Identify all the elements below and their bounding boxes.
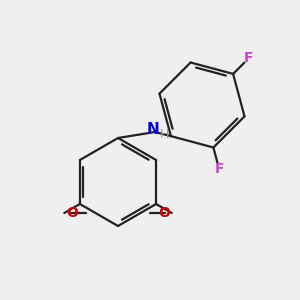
Text: O: O (158, 206, 170, 220)
Text: N: N (147, 122, 159, 137)
Text: F: F (244, 51, 254, 65)
Text: F: F (214, 162, 224, 176)
Text: H: H (159, 128, 169, 140)
Text: O: O (66, 206, 78, 220)
